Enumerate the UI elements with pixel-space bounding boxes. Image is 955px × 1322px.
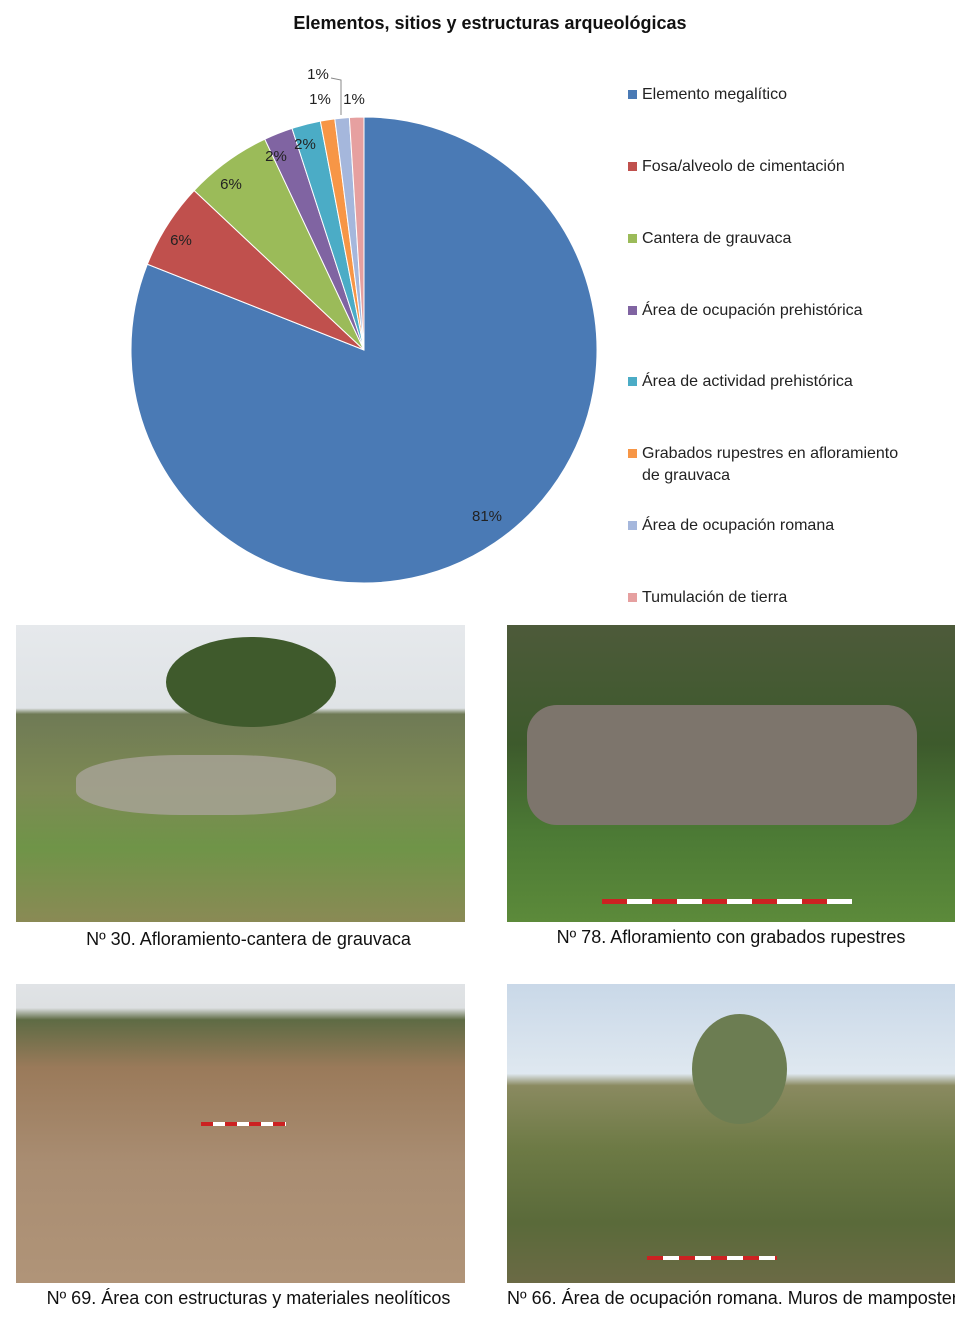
legend-entry: Área de ocupación romana xyxy=(628,515,918,537)
legend-entry: Grabados rupestres en afloramiento de gr… xyxy=(628,443,918,487)
legend-label: Fosa/alveolo de cimentación xyxy=(642,156,918,178)
legend-swatch xyxy=(628,449,637,458)
leader-line xyxy=(331,78,341,115)
legend-entry: Cantera de grauvaca xyxy=(628,228,918,250)
page: Elementos, sitios y estructuras arqueoló… xyxy=(0,0,955,1322)
data-label: 6% xyxy=(220,176,242,193)
legend-swatch xyxy=(628,377,637,386)
data-label: 81% xyxy=(472,508,502,525)
photo xyxy=(16,984,465,1283)
data-label: 1% xyxy=(309,91,331,108)
legend-swatch xyxy=(628,162,637,171)
legend-entry: Fosa/alveolo de cimentación xyxy=(628,156,918,178)
photo-caption: Nº 78. Afloramiento con grabados rupestr… xyxy=(507,927,955,948)
legend-entry: Elemento megalítico xyxy=(628,84,918,106)
legend-swatch xyxy=(628,593,637,602)
legend-label: Grabados rupestres en afloramiento de gr… xyxy=(642,443,918,487)
data-label: 6% xyxy=(170,232,192,249)
photo xyxy=(507,984,955,1283)
legend-entry: Tumulación de tierra xyxy=(628,587,918,609)
legend-label: Tumulación de tierra xyxy=(642,587,918,609)
photo-caption: Nº 69. Área con estructuras y materiales… xyxy=(16,1288,481,1309)
legend-label: Cantera de grauvaca xyxy=(642,228,918,250)
data-label: 1% xyxy=(343,91,365,108)
legend-label: Área de actividad prehistórica xyxy=(642,371,918,393)
legend-swatch xyxy=(628,90,637,99)
data-label: 2% xyxy=(294,136,316,153)
legend-swatch xyxy=(628,234,637,243)
photo xyxy=(16,625,465,922)
legend-entry: Área de actividad prehistórica xyxy=(628,371,918,393)
legend-label: Área de ocupación prehistórica xyxy=(642,300,918,322)
legend-swatch xyxy=(628,306,637,315)
data-label: 2% xyxy=(265,148,287,165)
photo-caption: Nº 66. Área de ocupación romana. Muros d… xyxy=(507,1288,955,1309)
photo-caption: Nº 30. Afloramiento-cantera de grauvaca xyxy=(16,929,481,950)
data-label: 1% xyxy=(307,66,329,83)
legend-entry: Área de ocupación prehistórica xyxy=(628,300,918,322)
legend-swatch xyxy=(628,521,637,530)
legend-label: Elemento megalítico xyxy=(642,84,918,106)
photo xyxy=(507,625,955,922)
chart-title: Elementos, sitios y estructuras arqueoló… xyxy=(293,13,686,33)
legend-label: Área de ocupación romana xyxy=(642,515,918,537)
